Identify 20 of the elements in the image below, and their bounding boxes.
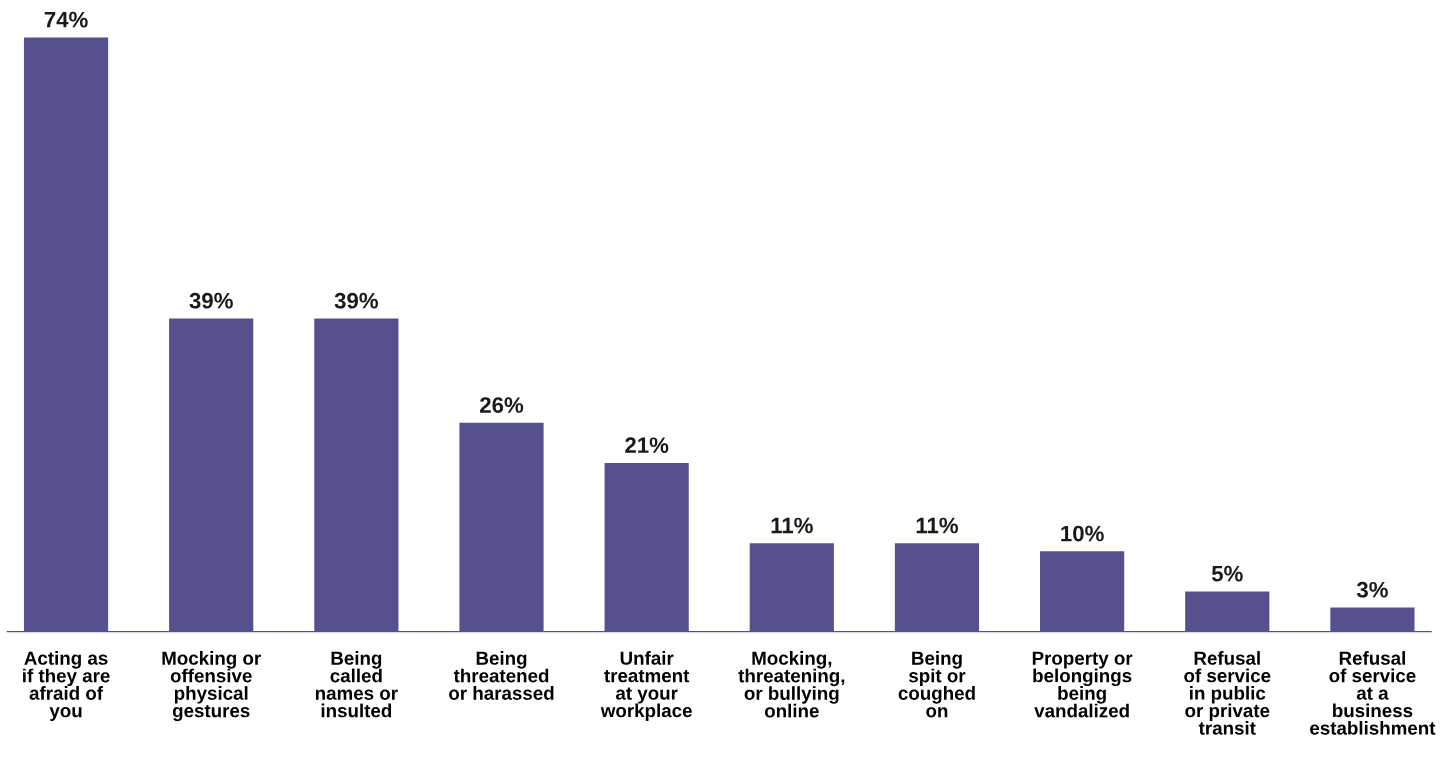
x-tick-label: Property or belongings being vandalized [1032,651,1133,718]
data-label: 74% [44,11,88,28]
data-label: 10% [1061,525,1104,542]
data-label: 21% [625,437,669,454]
x-tick-label: Being called names or insulted [315,651,398,718]
x-tick-label: Unfair treatment at your workplace [600,651,692,721]
x-tick-label: Refusal of service at a business establishment [1310,651,1436,735]
data-label: 11% [916,517,959,534]
data-label: 3% [1356,581,1388,598]
x-tick-label: Mocking, threatening, or bullying online [738,651,845,718]
x-tick-label: Refusal of service in public or private transit [1184,651,1271,735]
x-tick-label: Being spit or coughed on [898,651,975,718]
data-label: 5% [1211,565,1243,582]
x-tick-label: Being threatened or harassed [449,651,554,700]
data-label: 39% [189,292,233,309]
data-label: 11% [771,517,813,534]
x-tick-label: Acting as if they are afraid of you [23,651,110,722]
data-label: 26% [480,397,524,413]
data-label: 39% [334,292,379,309]
x-tick-label: Mocking or offensive physical gestures [162,651,261,722]
